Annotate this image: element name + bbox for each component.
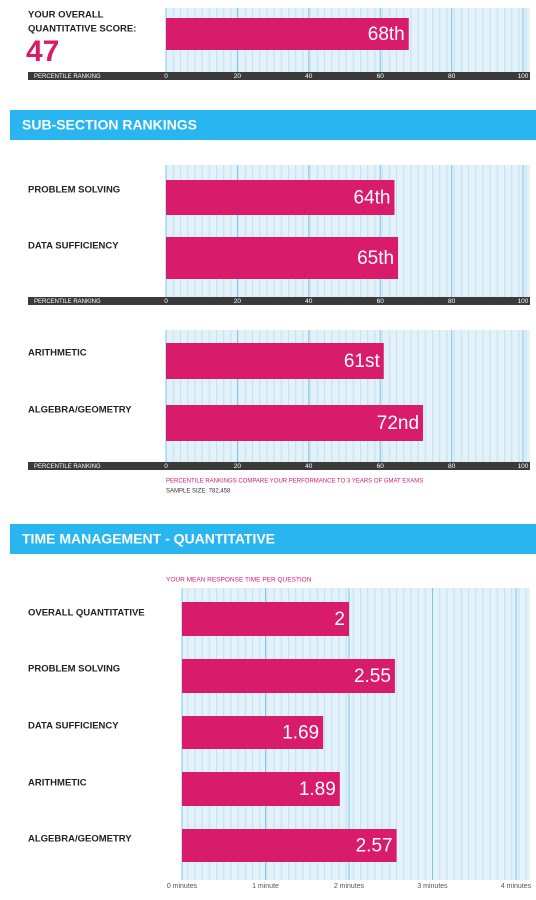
category-label: ALGEBRA/GEOMETRY <box>28 405 132 416</box>
value-label: 68th <box>368 24 405 45</box>
category-label: ARITHMETIC <box>28 348 87 359</box>
x-tick-label: 0 <box>164 298 168 305</box>
x-tick-label: 40 <box>305 463 313 470</box>
value-label: 64th <box>353 188 390 209</box>
category-label: OVERALL QUANTITATIVE <box>28 608 145 619</box>
bar <box>166 18 409 50</box>
x-tick-label: 100 <box>518 73 529 80</box>
axis-strip <box>28 462 530 470</box>
x-tick-label: 0 <box>164 463 168 470</box>
x-tick-label: 0 <box>164 73 168 80</box>
value-label: 1.89 <box>299 779 336 800</box>
x-tick-label: 4 minutes <box>501 883 532 890</box>
x-tick-label: 60 <box>377 73 385 80</box>
bar <box>166 237 399 279</box>
x-tick-label: 60 <box>377 298 385 305</box>
value-label: 2.55 <box>354 666 391 687</box>
bar <box>166 343 384 379</box>
bar <box>166 405 424 441</box>
value-label: 61st <box>344 351 381 372</box>
x-tick-label: 2 minutes <box>334 883 365 890</box>
axis-strip <box>28 297 530 305</box>
value-label: 72nd <box>377 413 419 434</box>
x-tick-label: 1 minute <box>252 883 279 890</box>
x-tick-label: 100 <box>518 298 529 305</box>
section-header <box>10 110 536 140</box>
x-tick-label: 20 <box>234 463 242 470</box>
note: PERCENTILE RANKINGS COMPARE YOUR PERFORM… <box>166 479 423 485</box>
bar <box>182 659 395 693</box>
x-tick-label: 20 <box>234 298 242 305</box>
axis-strip <box>28 72 530 80</box>
score-label: YOUR OVERALL <box>28 10 104 21</box>
x-tick-label: 80 <box>448 298 456 305</box>
bar <box>182 829 397 862</box>
note: SAMPLE SIZE: 782,458 <box>166 489 231 495</box>
section-header <box>10 524 536 554</box>
x-tick-label: 0 minutes <box>167 883 198 890</box>
score: 47 <box>26 35 59 68</box>
x-tick-label: 40 <box>305 298 313 305</box>
category-label: PROBLEM SOLVING <box>28 185 120 196</box>
section-title: TIME MANAGEMENT - QUANTITATIVE <box>22 531 275 547</box>
section-title: SUB-SECTION RANKINGS <box>22 117 197 133</box>
x-tick-label: 80 <box>448 73 456 80</box>
axis-label: PERCENTILE RANKING <box>34 464 101 470</box>
chart-title: YOUR MEAN RESPONSE TIME PER QUESTION <box>166 577 312 584</box>
value-label: 1.69 <box>282 723 319 744</box>
bar <box>166 180 395 215</box>
value-label: 2.57 <box>356 836 393 857</box>
bar <box>182 716 324 749</box>
axis-label: PERCENTILE RANKING <box>34 74 101 80</box>
value-label: 2 <box>334 609 345 630</box>
value-label: 65th <box>357 248 394 269</box>
category-label: DATA SUFFICIENCY <box>28 241 119 252</box>
bar <box>182 772 340 806</box>
category-label: PROBLEM SOLVING <box>28 664 120 675</box>
x-tick-label: 100 <box>518 463 529 470</box>
category-label: DATA SUFFICIENCY <box>28 721 119 732</box>
category-label: ARITHMETIC <box>28 778 87 789</box>
x-tick-label: 40 <box>305 73 313 80</box>
score-label: QUANTITATIVE SCORE: <box>28 24 136 35</box>
x-tick-label: 20 <box>234 73 242 80</box>
x-tick-label: 3 minutes <box>417 883 448 890</box>
bar <box>182 602 349 636</box>
category-label: ALGEBRA/GEOMETRY <box>28 834 132 845</box>
axis-label: PERCENTILE RANKING <box>34 299 101 305</box>
x-tick-label: 60 <box>377 463 385 470</box>
x-tick-label: 80 <box>448 463 456 470</box>
